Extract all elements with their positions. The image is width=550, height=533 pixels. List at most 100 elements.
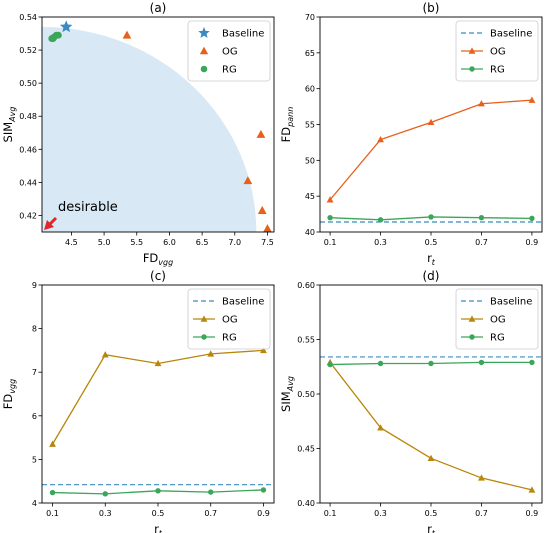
og-point [260, 346, 267, 354]
legend: Baseline OG RG [455, 20, 539, 82]
og-point [427, 454, 435, 462]
legend-label: Baseline [490, 29, 532, 40]
x-axis-label-main: r [427, 522, 432, 533]
legend-box [187, 20, 271, 82]
x-tick-label: 4.5 [65, 238, 78, 247]
panel-title: (b) [423, 1, 440, 15]
legend-swatch-marker [469, 66, 475, 72]
rg-point [155, 488, 161, 494]
legend-label: RG [222, 333, 237, 344]
x-tick-label: 0.1 [324, 509, 337, 518]
rg-point [428, 214, 434, 220]
og-point [122, 30, 132, 39]
y-tick-label: 40 [305, 228, 315, 237]
legend-label: OG [490, 315, 506, 326]
legend-box [455, 20, 539, 82]
x-axis-label-sub: t [432, 258, 436, 267]
x-axis-label: rt [427, 522, 436, 533]
og-point [427, 118, 435, 126]
panel-c: (c) 0.1 0.3 0.5 0.7 0.9 4 5 6 7 8 9 rt FDvgg Baseline O… [1, 269, 275, 533]
og-point [377, 424, 384, 431]
x-tick-label: 0.7 [475, 509, 488, 518]
legend-label: Baseline [222, 297, 264, 308]
y-tick-label: 0.42 [19, 211, 37, 220]
x-tick-label: 6.5 [196, 238, 209, 247]
axes-frame [319, 16, 543, 233]
rg-point [529, 215, 535, 222]
legend-swatch-marker [468, 315, 476, 322]
og-point [207, 350, 215, 357]
y-axis-label-sub: Avg [286, 376, 295, 392]
legend-label: RG [222, 65, 237, 76]
x-tick-label: 0.5 [425, 238, 438, 247]
y-axis-label-main: SIM [279, 391, 293, 412]
legend-swatch-marker [201, 334, 207, 340]
rg-point [102, 491, 108, 497]
x-tick-label: 7.5 [261, 238, 274, 247]
rg-point [529, 359, 535, 366]
legend-swatch-marker [469, 334, 475, 340]
og-point [326, 196, 334, 203]
panel-title: (c) [150, 269, 166, 283]
x-tick-label: 0.3 [374, 509, 387, 518]
y-tick-label: 0.52 [19, 46, 37, 55]
plot-area [42, 346, 274, 497]
y-axis-label: FDpann [279, 107, 295, 143]
legend-swatch-marker [200, 315, 208, 322]
y-axis-label-main: FD [1, 394, 15, 410]
y-axis-label-sub: vgg [8, 379, 17, 394]
x-axis-label-sub: t [159, 529, 163, 533]
y-tick-label: 70 [305, 13, 315, 22]
panel-a: (a) 4.5 5.0 5.5 6.0 6.5 7.0 7.5 0.42 0.44 0.46 0.48… [1, 1, 275, 267]
x-tick-label: 6.0 [163, 238, 176, 247]
rg-point [49, 35, 57, 42]
legend-box [455, 288, 539, 350]
x-axis-label: rt [154, 522, 163, 533]
y-axis-label: SIMAvg [279, 376, 295, 412]
legend-swatch-marker [468, 47, 476, 54]
y-axis-label: SIMAvg [1, 107, 17, 143]
panel-d: (d) 0.1 0.3 0.5 0.7 0.9 0.40 0.45 0.50 0.55 0.60 rt… [279, 269, 543, 533]
rg-point [54, 31, 62, 39]
x-axis-label: rt [427, 251, 436, 267]
rg-point [327, 214, 333, 221]
x-tick-label: 0.3 [374, 238, 387, 247]
legend: Baseline OG RG [187, 288, 271, 350]
y-tick-label: 65 [305, 49, 315, 58]
legend-label: OG [222, 315, 238, 326]
x-tick-label: 7.0 [228, 238, 241, 247]
baseline-point [60, 20, 73, 33]
legend-swatch-marker [198, 27, 210, 38]
y-tick-label: 9 [32, 281, 37, 290]
panel-title: (a) [150, 1, 167, 15]
rg-point [327, 361, 333, 368]
rg-point [49, 489, 56, 496]
desirable-region [42, 26, 257, 232]
panel-title: (d) [423, 269, 440, 283]
rg-point [377, 360, 384, 367]
rg-point [260, 487, 267, 493]
og-point [263, 224, 272, 232]
y-tick-label: 50 [305, 156, 315, 165]
axes-frame [41, 284, 275, 504]
legend-swatch-marker [200, 65, 208, 73]
x-tick-label: 0.7 [475, 238, 488, 247]
y-tick-label: 0.40 [297, 499, 315, 508]
y-axis-label-main: FD [279, 127, 293, 143]
y-axis-label-sub: pann [286, 107, 295, 128]
y-tick-label: 0.46 [19, 145, 37, 154]
y-tick-label: 5 [32, 455, 37, 464]
og-point [377, 135, 384, 143]
og-point [243, 176, 253, 185]
og-point [478, 474, 485, 481]
legend: Baseline OG RG [187, 20, 271, 82]
axes-frame [319, 284, 543, 504]
panel-b: (b) 0.1 0.3 0.5 0.7 0.9 40 45 50 55 60 65 70 rt FDpann… [279, 1, 543, 267]
legend-swatch-marker [199, 46, 209, 55]
legend: Baseline OG RG [455, 288, 539, 350]
og-point [154, 359, 162, 367]
legend-label: Baseline [490, 297, 532, 308]
rg-point [478, 214, 485, 221]
x-tick-label: 0.3 [99, 509, 112, 518]
